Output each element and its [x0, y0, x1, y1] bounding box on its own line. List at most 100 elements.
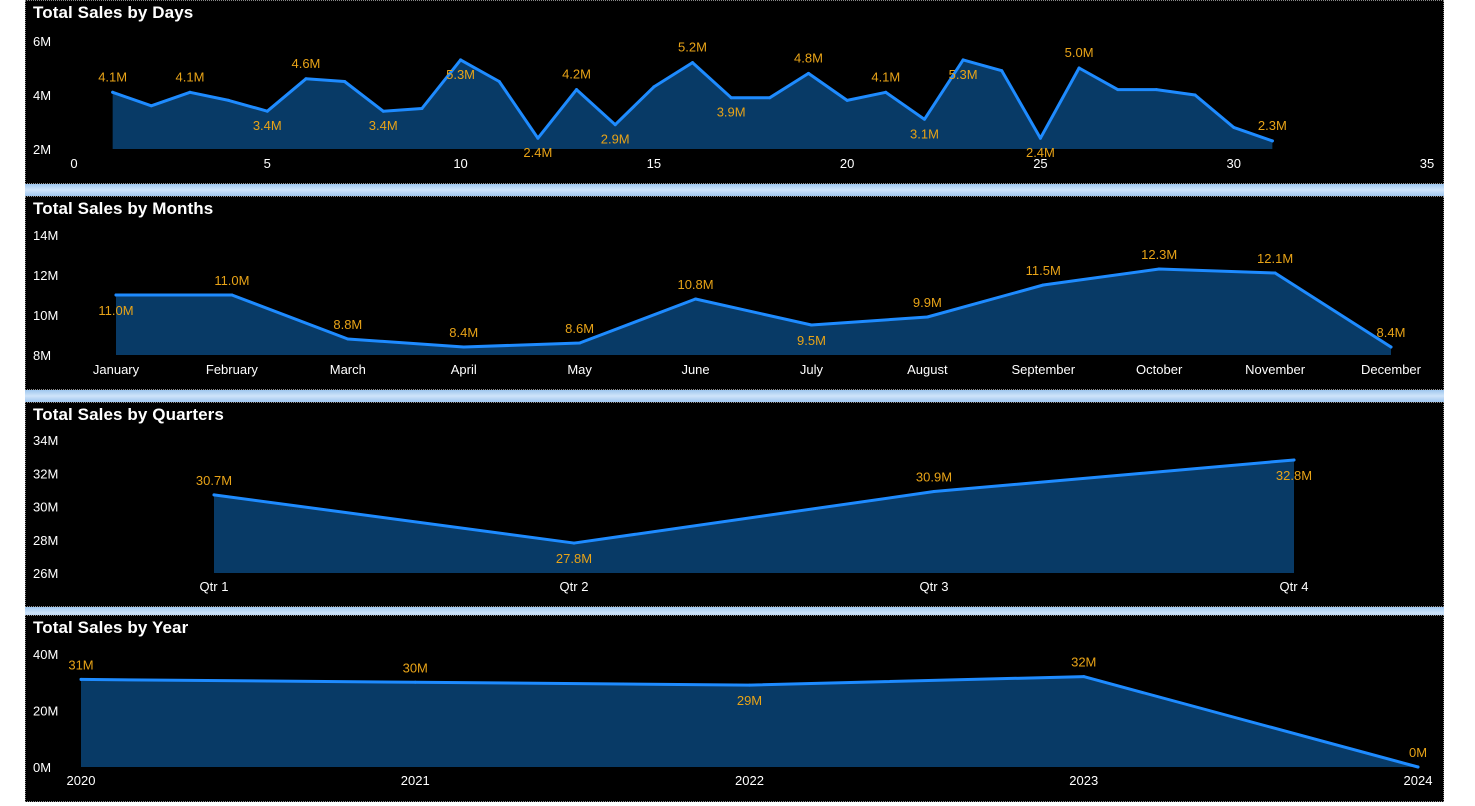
- data-label: 11.0M: [214, 273, 249, 288]
- data-point: [1082, 675, 1086, 679]
- data-point: [1077, 66, 1081, 70]
- data-point: [111, 90, 115, 94]
- data-label: 8.8M: [333, 317, 362, 332]
- data-label: 8.4M: [1377, 325, 1406, 340]
- data-label: 11.0M: [98, 303, 133, 318]
- area-fill: [81, 676, 1418, 767]
- data-point: [188, 90, 192, 94]
- data-point: [613, 123, 617, 127]
- data-point: [748, 683, 751, 687]
- data-point: [694, 297, 698, 301]
- x-tick-label: December: [1361, 362, 1422, 377]
- data-point: [212, 493, 216, 497]
- y-tick-label: 30M: [33, 500, 58, 515]
- data-point: [961, 58, 965, 62]
- data-point: [497, 80, 501, 83]
- chart-year-svg: 40M 20M 0M 2020 2021 2022 2023 2024 31M 30M 29M 32M…: [33, 647, 1433, 788]
- data-point: [1292, 458, 1296, 462]
- x-tick-label: 0: [70, 156, 77, 171]
- chart-panel-days: Total Sales by Days 6M 4M 2M 0 5 10 15 20 25 30 35…: [25, 0, 1444, 184]
- chart-title-months: Total Sales by Months: [33, 199, 214, 218]
- data-point: [1038, 136, 1042, 140]
- data-label: 4.1M: [98, 69, 127, 84]
- data-label: 30.9M: [916, 470, 952, 485]
- data-label: 32.8M: [1276, 468, 1312, 483]
- data-point: [884, 90, 888, 94]
- data-point: [1232, 125, 1236, 129]
- data-label: 9.9M: [913, 295, 942, 310]
- data-point: [768, 96, 772, 100]
- chart-title-days: Total Sales by Days: [33, 3, 194, 22]
- data-label: 2.3M: [1258, 118, 1287, 133]
- data-label: 3.1M: [910, 126, 939, 141]
- x-tick-label: 2021: [401, 773, 430, 788]
- chart-days-svg: 6M 4M 2M 0 5 10 15 20 25 30 35 4.1M 4.1M 3.4M 4.6M 3.4M…: [33, 34, 1434, 171]
- data-point: [1000, 69, 1004, 73]
- x-tick-label: May: [567, 362, 592, 377]
- data-point: [79, 677, 83, 681]
- y-tick-label: 40M: [33, 647, 58, 662]
- data-label: 32M: [1071, 655, 1096, 670]
- data-label: 31M: [68, 657, 93, 672]
- data-label: 12.3M: [1141, 247, 1177, 262]
- data-point: [114, 293, 118, 297]
- data-point: [578, 341, 582, 345]
- y-tick-label: 8M: [33, 348, 51, 363]
- data-label: 9.5M: [797, 333, 826, 348]
- x-tick-label: Qtr 2: [560, 579, 589, 594]
- data-label: 10.8M: [677, 277, 713, 292]
- y-tick-label: 32M: [33, 466, 58, 481]
- x-tick-label: 15: [647, 156, 661, 171]
- data-label: 4.1M: [176, 69, 205, 84]
- data-label: 4.6M: [291, 56, 320, 71]
- separator-1: [25, 184, 1444, 196]
- y-tick-label: 14M: [33, 228, 58, 243]
- data-label: 0M: [1409, 745, 1427, 760]
- data-label: 5.0M: [1065, 45, 1094, 60]
- data-point: [304, 77, 308, 81]
- x-tick-label: 2020: [67, 773, 96, 788]
- data-label: 27.8M: [556, 551, 592, 566]
- x-tick-label: 35: [1420, 156, 1434, 171]
- data-point: [1116, 88, 1120, 92]
- chart-panel-year: Total Sales by Year 40M 20M 0M 2020 2021 2022…: [25, 615, 1444, 802]
- x-tick-label: 30: [1226, 156, 1240, 171]
- y-tick-label: 10M: [33, 308, 58, 323]
- data-label: 30M: [403, 660, 428, 675]
- y-tick-label: 28M: [33, 533, 58, 548]
- x-tick-label: 2022: [735, 773, 764, 788]
- data-point: [346, 337, 350, 341]
- x-tick-label: 2024: [1404, 773, 1433, 788]
- data-point: [575, 88, 579, 92]
- data-label: 8.4M: [449, 325, 478, 340]
- data-point: [536, 136, 540, 140]
- data-point: [1193, 93, 1197, 97]
- data-point: [459, 58, 463, 62]
- area-fill: [214, 459, 1294, 573]
- data-label: 3.4M: [253, 118, 282, 133]
- data-point: [343, 80, 347, 83]
- x-tick-label: Qtr 1: [200, 579, 229, 594]
- x-tick-label: April: [451, 362, 477, 377]
- data-point: [1389, 345, 1393, 349]
- y-tick-label: 20M: [33, 704, 58, 719]
- data-point: [652, 85, 656, 89]
- data-point: [149, 104, 153, 108]
- data-point: [413, 680, 417, 684]
- series-line: [114, 267, 1393, 349]
- separator-2: [25, 390, 1444, 402]
- data-point: [809, 323, 813, 327]
- data-label: 2.4M: [523, 145, 552, 160]
- x-tick-label: June: [681, 362, 709, 377]
- data-point: [572, 541, 576, 545]
- series-line: [212, 458, 1296, 545]
- chart-months-svg: 14M 12M 10M 8M January February March April May J…: [33, 228, 1422, 377]
- x-tick-label: August: [907, 362, 948, 377]
- chart-title-quarters: Total Sales by Quarters: [33, 405, 224, 424]
- chart-panel-quarters: Total Sales by Quarters 34M 32M 30M 28M 26M Q…: [25, 402, 1444, 607]
- x-tick-label: January: [93, 362, 140, 377]
- area-fill: [112, 59, 1273, 149]
- data-point: [925, 315, 929, 319]
- x-tick-label: Qtr 4: [1280, 579, 1309, 594]
- data-label: 5.2M: [678, 40, 707, 55]
